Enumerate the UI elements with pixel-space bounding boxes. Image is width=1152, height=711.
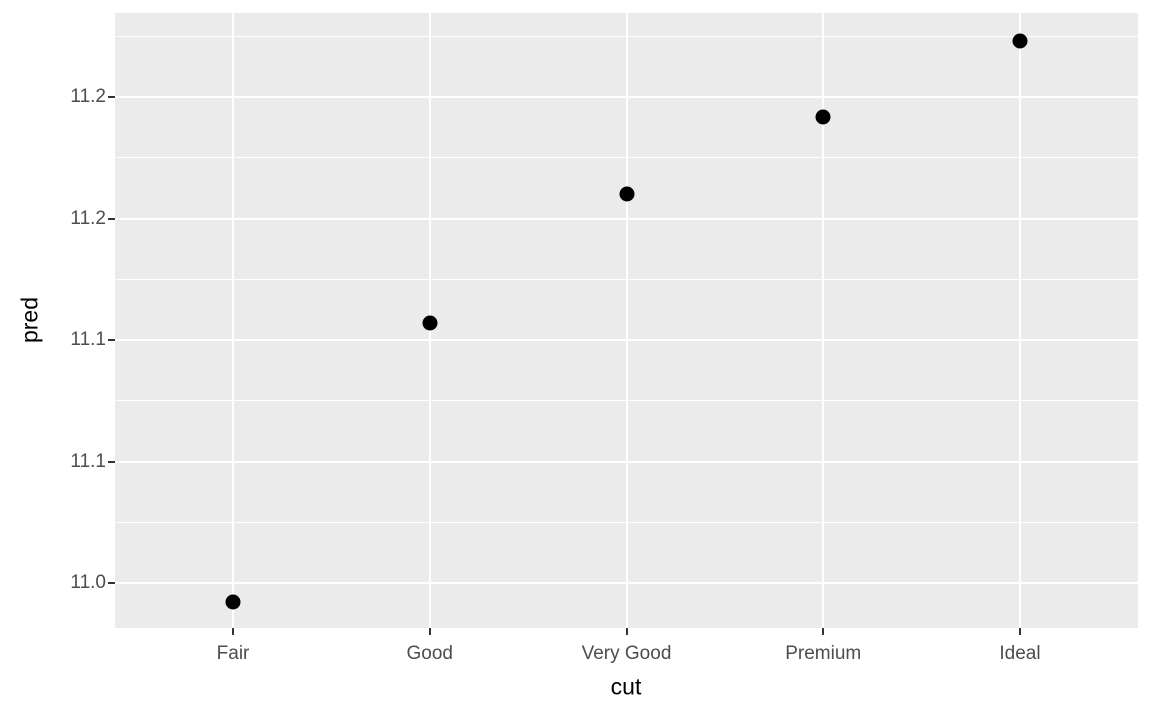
major-gridline [232,13,235,628]
x-tick-label: Ideal [999,643,1041,664]
x-axis-title: cut [610,673,642,700]
x-tick-mark [232,628,235,635]
y-tick-label: 11.1 [70,450,106,472]
y-tick-mark [108,582,115,585]
y-axis-title: pred [16,296,43,344]
major-gridline [822,13,825,628]
x-tick-label: Premium [785,643,862,664]
y-tick-mark [108,217,115,220]
y-tick-mark [108,339,115,342]
plot-panel [115,13,1138,628]
data-point [422,315,438,331]
x-tick-mark [1018,628,1021,635]
y-tick-mark [108,96,115,99]
y-tick-label: 11.1 [70,329,106,351]
x-tick-label: Good [406,643,454,664]
x-tick-mark [428,628,431,635]
major-gridline [1018,13,1021,628]
x-tick-label: Very Good [581,643,672,664]
x-tick-mark [822,628,825,635]
y-tick-label: 11.2 [70,207,106,229]
major-gridline [625,13,628,628]
data-point [225,594,241,610]
y-tick-label: 11.0 [70,572,106,594]
data-point [815,109,831,124]
data-point [619,186,634,202]
y-tick-label: 11.2 [70,86,106,108]
y-tick-mark [108,460,115,463]
data-point [1012,33,1028,49]
x-tick-label: Fair [216,643,250,664]
x-tick-mark [625,628,628,635]
